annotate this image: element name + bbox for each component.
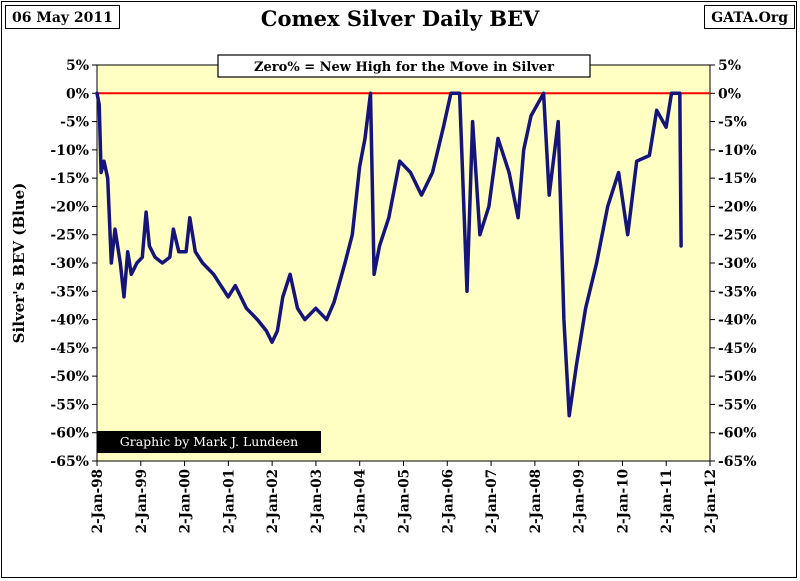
x-tick-label: 2-Jan-04 (353, 469, 369, 533)
x-tick-label: 2-Jan-01 (221, 469, 237, 533)
y-tick-label-right: -60% (718, 426, 757, 442)
series-line-silver-bev (95, 91, 683, 418)
y-tick-label-left: -50% (50, 369, 89, 385)
y-tick-label-right: -50% (718, 369, 757, 385)
x-tick-label: 2-Jan-05 (397, 469, 413, 533)
chart-title: Comex Silver Daily BEV (260, 6, 540, 31)
y-axis-right: 5% 0% -5% -10% -15% -20% -25% -30% -35% -40% -45% -… (710, 58, 757, 470)
y-tick-label-right: 0% (718, 86, 741, 102)
credit-box: Graphic by Mark J. Lundeen (97, 431, 321, 453)
y-tick-label-right: -25% (718, 228, 757, 244)
x-tick-label: 2-Jan-07 (484, 469, 500, 533)
x-tick-label: 2-Jan-09 (572, 469, 588, 533)
y-tick-label-left: -20% (50, 199, 89, 215)
y-tick-label-right: -35% (718, 284, 757, 300)
y-tick-label-left: -60% (50, 426, 89, 442)
y-tick-label-right: -65% (718, 454, 757, 470)
x-tick-label: 2-Jan-99 (134, 469, 150, 533)
y-tick-label-left: -55% (50, 397, 89, 413)
x-tick-label: 2-Jan-03 (309, 469, 325, 533)
y-axis-left: 5% 0% -5% -10% -15% -20% -25% -30% -35% -40% -45% -… (50, 58, 97, 470)
x-tick-label: 2-Jan-02 (265, 469, 281, 533)
credit-box-frame (97, 431, 321, 453)
y-tick-label-right: -55% (718, 397, 757, 413)
y-tick-label-left: -25% (50, 228, 89, 244)
x-tick-label: 2-Jan-08 (528, 469, 544, 533)
y-tick-label-left: 5% (66, 58, 89, 74)
y-tick-label-left: 0% (66, 86, 89, 102)
annotation-text: Zero% = New High for the Move in Silver (254, 60, 554, 75)
x-tick-label: 2-Jan-98 (90, 469, 106, 533)
y-tick-label-left: -30% (50, 256, 89, 272)
y-tick-label-right: -10% (718, 143, 757, 159)
x-tick-label: 2-Jan-10 (615, 469, 631, 533)
y-tick-label-right: 5% (718, 58, 741, 74)
y-tick-label-left: -40% (50, 313, 89, 329)
y-axis-label: Silver's BEV (Blue) (10, 183, 28, 344)
y-tick-label-left: -5% (60, 115, 89, 131)
x-tick-label: 2-Jan-11 (659, 469, 675, 533)
plot-area (96, 64, 711, 462)
y-tick-label-right: -5% (718, 115, 747, 131)
credit-text: Graphic by Mark J. Lundeen (120, 434, 299, 449)
x-axis: 2-Jan-98 2-Jan-99 2-Jan-00 2-Jan-01 2-Jan-02… (90, 461, 719, 533)
annotation-box: Zero% = New High for the Move in Silver (217, 54, 591, 78)
x-tick-label: 2-Jan-06 (440, 469, 456, 533)
y-tick-label-right: -30% (718, 256, 757, 272)
x-tick-label: 2-Jan-12 (703, 469, 719, 533)
x-tick-label: 2-Jan-00 (178, 469, 194, 533)
annotation-box-frame (217, 54, 591, 78)
source-tag: GATA.Org (704, 5, 795, 29)
y-tick-label-right: -20% (718, 199, 757, 215)
y-tick-label-left: -65% (50, 454, 89, 470)
y-tick-label-right: -15% (718, 171, 757, 187)
date-stamp: 06 May 2011 (5, 5, 120, 29)
y-tick-label-left: -45% (50, 341, 89, 357)
y-tick-label-left: -15% (50, 171, 89, 187)
y-tick-label-left: -10% (50, 143, 89, 159)
y-tick-label-left: -35% (50, 284, 89, 300)
y-tick-label-right: -40% (718, 313, 757, 329)
y-tick-label-right: -45% (718, 341, 757, 357)
